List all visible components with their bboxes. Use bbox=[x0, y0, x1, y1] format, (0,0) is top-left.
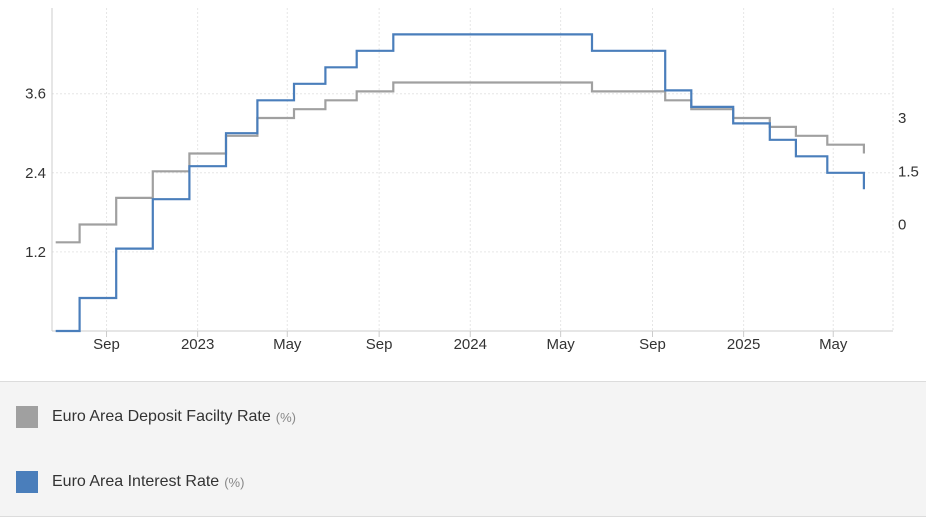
x-tick-label: 2023 bbox=[181, 336, 214, 353]
x-tick-label: Sep bbox=[93, 336, 120, 353]
y-left-tick-label: 1.2 bbox=[25, 244, 46, 261]
y-left-tick-label: 3.6 bbox=[25, 86, 46, 103]
legend-unit-interest-rate: (%) bbox=[224, 474, 245, 490]
series-line-interest-rate bbox=[55, 33, 865, 333]
legend-item-interest-rate[interactable]: Euro Area Interest Rate (%) bbox=[16, 471, 244, 493]
x-tick-label: May bbox=[546, 336, 575, 353]
legend: Euro Area Deposit Facilty Rate (%) Euro … bbox=[0, 381, 926, 517]
legend-swatch-interest-rate bbox=[16, 471, 38, 493]
legend-label-deposit-facility-rate: Euro Area Deposit Facilty Rate bbox=[52, 408, 271, 425]
y-right-tick-label: 1.5 bbox=[898, 163, 919, 180]
chart-svg: Sep 2023 May Sep 2024 May Sep 2025 May 1.2 2.4 3.6 0… bbox=[25, 8, 919, 353]
legend-label-interest-rate: Euro Area Interest Rate bbox=[52, 473, 220, 490]
x-tick-label: Sep bbox=[366, 336, 393, 353]
legend-swatch-deposit-facility-rate bbox=[16, 406, 38, 428]
grid-lines bbox=[52, 8, 893, 331]
legend-item-deposit-facility-rate[interactable]: Euro Area Deposit Facilty Rate (%) bbox=[16, 406, 296, 428]
tick-labels: Sep 2023 May Sep 2024 May Sep 2025 May 1.2 2.4 3.6 0… bbox=[25, 86, 919, 353]
series-lines bbox=[55, 33, 865, 333]
x-tick-label: 2025 bbox=[727, 336, 760, 353]
y-right-tick-label: 3 bbox=[898, 110, 906, 127]
legend-unit-deposit-facility-rate: (%) bbox=[275, 409, 296, 425]
x-tick-label: Sep bbox=[639, 336, 666, 353]
x-tick-label: May bbox=[819, 336, 848, 353]
y-left-tick-label: 2.4 bbox=[25, 165, 46, 182]
axes bbox=[51, 8, 894, 337]
x-tick-label: May bbox=[273, 336, 302, 353]
y-right-tick-label: 0 bbox=[898, 217, 906, 234]
series-line-deposit-facility-rate bbox=[55, 81, 865, 244]
chart-area: Sep 2023 May Sep 2024 May Sep 2025 May 1.2 2.4 3.6 0… bbox=[25, 8, 919, 353]
x-tick-label: 2024 bbox=[454, 336, 487, 353]
